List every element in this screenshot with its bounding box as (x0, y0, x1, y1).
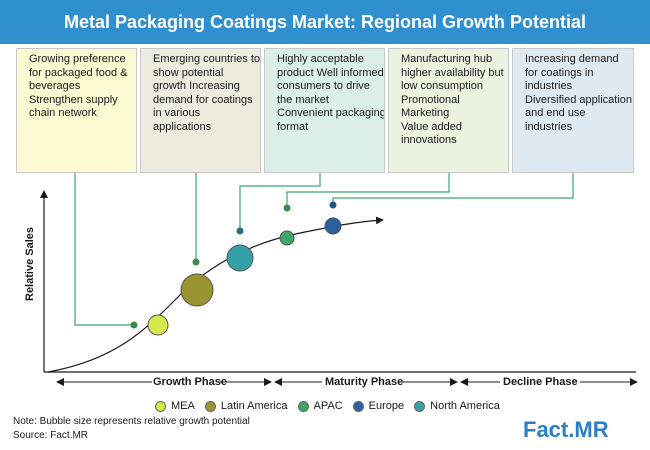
box-line: Value added (401, 120, 462, 133)
box-line: industries (525, 120, 573, 133)
bubble-north-america (226, 244, 254, 272)
y-axis-label-text: Relative Sales (24, 227, 36, 301)
legend-item-mea: MEA (155, 400, 195, 412)
legend-item-latin-america: Latin America (204, 400, 288, 412)
box-line: Highly acceptable (277, 53, 364, 65)
box-line: show potential (153, 66, 224, 79)
y-axis-label: Relative Sales (10, 210, 50, 320)
page-title: Metal Packaging Coatings Market: Regiona… (63, 12, 587, 32)
box-line: Marketing (401, 107, 450, 119)
logo-part-2: .MR (568, 417, 609, 442)
phase-maturity-label: Maturity Phase (325, 376, 404, 388)
legend-label: North America (430, 400, 500, 412)
box-line: consumers to drive (277, 80, 370, 92)
driver-box-1: Growing preference for packaged food & b… (16, 48, 137, 173)
box-line: for packaged food & (29, 66, 128, 79)
connector-line-4 (286, 173, 450, 208)
driver-box-2: Emerging countries to show potential gro… (140, 48, 261, 173)
connector-dot-3 (236, 227, 244, 235)
header-bar (0, 0, 650, 44)
legend: MEA Latin America APAC Europe North Amer… (155, 398, 510, 414)
connector-dot-1 (130, 321, 138, 329)
box-line: for coatings in (525, 66, 594, 79)
box-line: Strengthen supply (29, 93, 118, 106)
legend-item-apac: APAC (297, 400, 343, 412)
box-line: applications (153, 120, 212, 133)
box-line: chain network (29, 107, 97, 119)
driver-box-4: Manufacturing hub higher availability bu… (388, 48, 509, 173)
box-line: demand for coatings (153, 93, 253, 106)
driver-box-3: Highly acceptable product Well informed … (264, 48, 385, 173)
bubble-mea (147, 314, 169, 336)
box-line: Emerging countries to (153, 53, 260, 65)
legend-swatch (414, 400, 426, 412)
box-line: and end use (525, 107, 586, 119)
legend-item-europe: Europe (352, 400, 405, 412)
phase-decline-label: Decline Phase (503, 376, 578, 388)
legend-label: Latin America (220, 400, 288, 412)
box-line: product Well informed (277, 66, 384, 79)
connector-dot-5 (329, 201, 337, 209)
legend-label: MEA (171, 400, 195, 412)
legend-swatch (155, 400, 166, 412)
box-line: innovations (401, 134, 457, 146)
phase-growth-label: Growth Phase (153, 376, 227, 388)
legend-swatch (352, 400, 364, 412)
source-text: Source: Fact.MR (13, 430, 89, 441)
driver-box-5: Increasing demand for coatings in indust… (512, 48, 634, 173)
legend-swatch (297, 400, 309, 412)
legend-label: APAC (313, 400, 343, 412)
bubble-latin-america (180, 273, 214, 307)
connector-line-5 (332, 173, 574, 204)
box-line: Increasing demand (525, 53, 619, 65)
connector-dot-4 (283, 204, 291, 212)
box-line: Growing preference (29, 53, 126, 65)
box-line: industries (525, 80, 573, 92)
box-line: Convenient packaging (277, 107, 385, 119)
logo-part-1: Fact (523, 417, 569, 442)
bubble-europe (324, 217, 342, 235)
box-line: Manufacturing hub (401, 53, 493, 65)
connector-dot-2 (192, 258, 200, 266)
bubble-apac (279, 230, 295, 246)
box-line: the market (277, 93, 329, 106)
box-line: beverages (29, 80, 81, 92)
footnote: Note: Bubble size represents relative gr… (13, 416, 250, 427)
box-line: Promotional (401, 93, 460, 106)
growth-curve (47, 216, 384, 373)
box-line: higher availability but (401, 66, 504, 79)
factmr-logo: Fact .MR (523, 416, 609, 444)
box-line: growth Increasing (153, 80, 240, 92)
legend-label: Europe (368, 400, 405, 412)
box-line: in various (153, 107, 201, 119)
connector-line-1 (74, 173, 134, 326)
legend-item-north-america: North America (414, 400, 500, 412)
box-line: Diversified application (525, 93, 632, 106)
box-line: format (277, 120, 309, 133)
connector-line-3 (239, 173, 321, 231)
legend-swatch (204, 400, 216, 412)
box-line: low consumption (401, 80, 483, 92)
